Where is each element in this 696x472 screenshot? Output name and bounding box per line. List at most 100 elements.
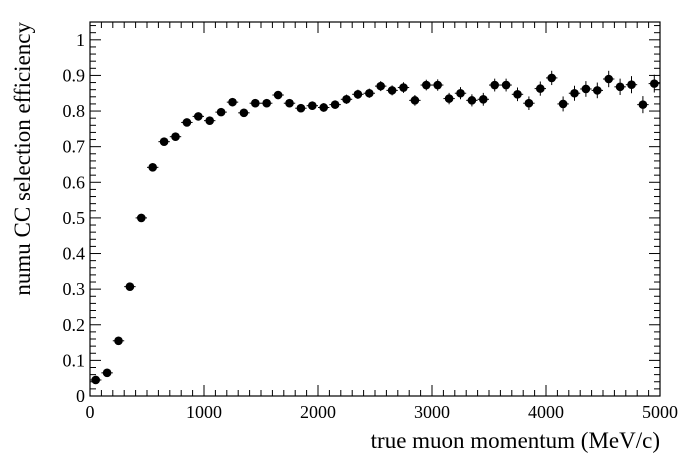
- data-marker: [490, 80, 500, 90]
- x-tick-label: 4000: [528, 402, 564, 422]
- x-axis-title: true muon momentum (MeV/c): [371, 428, 660, 453]
- data-point: [443, 92, 455, 105]
- data-point: [238, 108, 250, 118]
- data-marker: [387, 86, 397, 95]
- y-tick-label: 0.4: [63, 244, 86, 264]
- data-point: [466, 94, 478, 107]
- data-marker: [125, 282, 135, 291]
- data-marker: [159, 137, 169, 146]
- data-point: [523, 96, 535, 110]
- data-marker: [308, 101, 317, 111]
- data-point: [158, 137, 170, 146]
- data-marker: [581, 84, 591, 94]
- data-marker: [433, 80, 443, 90]
- data-point: [386, 85, 398, 96]
- data-point: [147, 163, 159, 172]
- data-marker: [604, 74, 613, 84]
- y-tick-label: 0.2: [63, 315, 86, 335]
- data-point: [603, 70, 615, 88]
- data-marker: [205, 116, 214, 125]
- tick-labels: 0 1000 2000 3000 4000 5000 0 0.1 0.2 0.3 0.4 0.5 0.6…: [63, 30, 679, 422]
- data-point: [135, 213, 147, 223]
- data-point: [329, 100, 341, 109]
- x-tick-label: 0: [86, 402, 95, 422]
- data-marker: [342, 94, 351, 104]
- data-marker: [319, 103, 329, 112]
- y-tick-label: 0.6: [63, 172, 86, 192]
- data-point: [124, 282, 136, 291]
- data-marker: [91, 375, 100, 385]
- data-point: [568, 85, 581, 101]
- data-marker: [410, 96, 420, 105]
- data-marker: [479, 94, 488, 104]
- y-tick-label: 0.7: [63, 137, 86, 157]
- data-point: [489, 78, 501, 92]
- data-point: [648, 74, 660, 93]
- data-point: [591, 82, 603, 99]
- data-point: [249, 98, 261, 108]
- data-point: [90, 375, 102, 385]
- x-tick-label: 3000: [414, 402, 450, 422]
- data-point: [580, 81, 592, 97]
- data-point: [397, 82, 410, 93]
- data-marker: [615, 82, 625, 92]
- data-marker: [182, 118, 192, 127]
- data-marker: [296, 103, 306, 113]
- data-point: [454, 87, 467, 100]
- data-marker: [216, 107, 226, 117]
- y-tick-label: 0.9: [63, 65, 86, 85]
- data-point: [625, 76, 638, 94]
- data-marker: [593, 86, 602, 95]
- data-point: [112, 336, 125, 346]
- data-marker: [650, 79, 659, 88]
- data-point: [614, 78, 626, 96]
- data-marker: [285, 98, 294, 108]
- data-point: [169, 132, 182, 141]
- data-point: [477, 92, 489, 106]
- data-marker: [365, 88, 374, 98]
- data-point: [352, 89, 364, 99]
- data-point: [204, 116, 216, 125]
- data-marker: [501, 80, 511, 90]
- data-points: [90, 70, 660, 385]
- data-point: [101, 368, 113, 378]
- data-marker: [148, 163, 157, 172]
- data-point: [363, 88, 375, 98]
- data-marker: [467, 96, 477, 105]
- y-tick-label: 0.5: [63, 208, 86, 228]
- y-tick-label: 0.8: [63, 101, 86, 121]
- y-axis-title: numu CC selection efficiency: [10, 22, 35, 296]
- data-point: [557, 96, 569, 112]
- x-tick-label: 1000: [186, 402, 222, 422]
- data-marker: [456, 88, 465, 98]
- data-marker: [536, 84, 545, 93]
- data-marker: [638, 100, 648, 109]
- data-point: [318, 103, 330, 112]
- data-point: [340, 94, 353, 104]
- data-marker: [513, 90, 522, 99]
- data-marker: [547, 73, 556, 83]
- data-marker: [444, 94, 454, 103]
- data-marker: [251, 98, 260, 108]
- data-point: [215, 107, 227, 117]
- data-point: [272, 90, 284, 100]
- data-marker: [273, 90, 283, 100]
- data-point: [511, 87, 524, 102]
- data-marker: [114, 336, 123, 346]
- data-marker: [137, 213, 146, 223]
- data-point: [409, 95, 421, 106]
- data-marker: [558, 99, 568, 109]
- data-marker: [570, 88, 579, 98]
- data-marker: [330, 100, 340, 109]
- data-point: [637, 96, 649, 114]
- data-point: [420, 79, 432, 91]
- data-marker: [399, 83, 408, 92]
- data-point: [375, 81, 387, 92]
- data-point: [181, 118, 193, 127]
- y-tick-label: 0.1: [63, 350, 86, 370]
- x-tick-label: 5000: [642, 402, 678, 422]
- data-point: [306, 101, 318, 111]
- data-marker: [102, 368, 112, 378]
